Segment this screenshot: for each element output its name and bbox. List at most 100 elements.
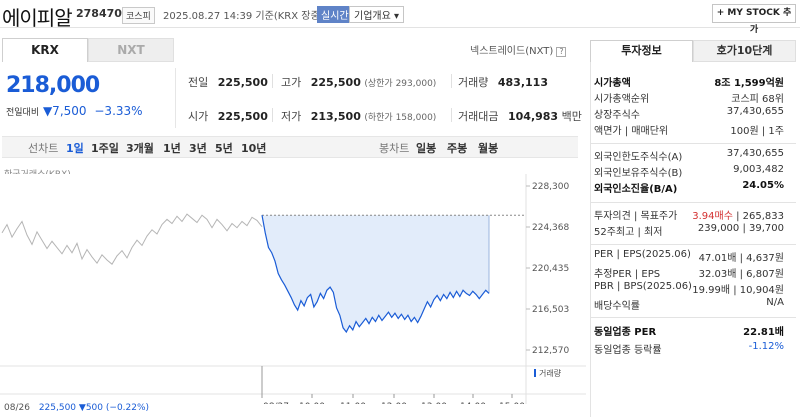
info-tabs: 투자정보 호가10단계 bbox=[590, 40, 796, 62]
amount-unit: 백만 bbox=[561, 110, 582, 123]
tab-invest-info[interactable]: 투자정보 bbox=[590, 40, 693, 62]
info-label: 외국인소진율(B/A) bbox=[594, 184, 678, 195]
y-tick-label: 220,435 bbox=[532, 264, 569, 274]
info-value: 코스피 68위 bbox=[731, 90, 784, 105]
period-5y[interactable]: 5년 bbox=[215, 142, 233, 155]
tab-orderbook[interactable]: 호가10단계 bbox=[693, 40, 796, 62]
divider bbox=[451, 74, 452, 88]
change-percent: −3.33% bbox=[94, 104, 143, 118]
candle-daily[interactable]: 일봉 bbox=[416, 142, 437, 155]
trade-amount: 거래대금 104,983 백만 bbox=[458, 108, 582, 124]
value-text: 32.03배 | 6,807원 bbox=[698, 269, 784, 280]
info-label: 시가총액순위 bbox=[594, 94, 650, 105]
candle-chart-tab[interactable]: 봉차트 bbox=[379, 142, 410, 155]
info-label: 동일업종 PER bbox=[594, 327, 657, 338]
price-chart[interactable]: 228,300 224,368 220,435 216,503 212,570 거래량 08… bbox=[0, 174, 586, 404]
realtime-button[interactable]: 실시간 bbox=[317, 6, 353, 23]
volume-value: 483,113 bbox=[497, 76, 548, 89]
value-text: 8조 1,599억원 bbox=[714, 78, 784, 89]
period-10y[interactable]: 10년 bbox=[241, 142, 267, 155]
prev-close-label: 전일 bbox=[188, 76, 209, 89]
value-text: 100원 | 1주 bbox=[730, 126, 784, 137]
stock-code: 278470 bbox=[76, 7, 122, 20]
market-tabs: KRX NXT bbox=[2, 38, 174, 62]
info-value: 9,003,482 bbox=[733, 164, 784, 175]
high-value: 225,500 bbox=[310, 76, 361, 89]
y-tick-label: 216,503 bbox=[532, 305, 569, 315]
change-value: ▼7,500 bbox=[42, 104, 87, 118]
price-change: 전일대비 ▼7,500 −3.33% bbox=[6, 104, 143, 118]
info-row: 외국인소진율(B/A) 24.05% bbox=[594, 180, 784, 195]
line-chart-tab[interactable]: 선차트 bbox=[28, 142, 59, 155]
divider bbox=[590, 317, 796, 318]
x-tick-label: 10:00 bbox=[299, 402, 325, 404]
period-1w[interactable]: 1주일 bbox=[91, 142, 119, 155]
add-mystock-button[interactable]: + MY STOCK 추가 bbox=[712, 4, 796, 35]
info-label: 액면가 | 매매단위 bbox=[594, 126, 669, 137]
info-label: 상장주식수 bbox=[594, 110, 640, 121]
info-row: 배당수익률 N/A bbox=[594, 297, 784, 312]
low-value: 213,500 bbox=[310, 110, 361, 123]
current-price: 218,000 bbox=[6, 73, 100, 98]
help-icon[interactable]: ? bbox=[556, 47, 567, 57]
info-label: PBR | BPS(2025.06) bbox=[594, 281, 692, 292]
period-1d[interactable]: 1일 bbox=[66, 142, 84, 155]
info-row: 액면가 | 매매단위 100원 | 1주 bbox=[594, 122, 784, 137]
info-value: 239,000 | 39,700 bbox=[698, 223, 784, 234]
value-text: 9,003,482 bbox=[733, 164, 784, 175]
info-label: 투자의견 | 목표주가 bbox=[594, 211, 678, 222]
divider bbox=[590, 202, 796, 203]
divider bbox=[590, 143, 796, 144]
period-1y[interactable]: 1년 bbox=[163, 142, 181, 155]
info-label: PER | EPS(2025.06) bbox=[594, 249, 691, 260]
lower-limit: (하한가 158,000) bbox=[364, 113, 437, 123]
info-row: 외국인보유주식수(B) 9,003,482 bbox=[594, 164, 784, 179]
volume-label: 거래량 bbox=[458, 76, 489, 89]
info-value: 3.94매수 | 265,833 bbox=[692, 207, 784, 222]
divider bbox=[272, 74, 273, 88]
high-label: 고가 bbox=[281, 76, 302, 89]
company-info-dropdown[interactable]: 기업개요 ▾ bbox=[349, 6, 404, 23]
period-3m[interactable]: 3개월 bbox=[126, 142, 154, 155]
info-value: 8조 1,599억원 bbox=[714, 74, 784, 89]
tab-nxt[interactable]: NXT bbox=[88, 38, 174, 62]
value-text: 37,430,655 bbox=[726, 106, 784, 117]
info-value: 32.03배 | 6,807원 bbox=[699, 265, 784, 280]
value-text: 코스피 68위 bbox=[731, 94, 784, 105]
prev-close-value: 225,500 bbox=[217, 76, 268, 89]
market-badge: 코스피 bbox=[122, 7, 155, 24]
info-row: 추정PER | EPS 32.03배 | 6,807원 bbox=[594, 265, 784, 280]
y-tick-label: 212,570 bbox=[532, 346, 569, 356]
value-text: 22.81배 bbox=[743, 327, 784, 338]
value-text: N/A bbox=[766, 297, 784, 308]
info-value: 37,430,655 bbox=[727, 148, 784, 159]
y-tick-label: 224,368 bbox=[532, 223, 569, 233]
amount-label: 거래대금 bbox=[458, 110, 499, 123]
info-value: N/A bbox=[766, 297, 784, 308]
footer-price: 225,500 bbox=[38, 403, 77, 413]
stock-header: 에이피알 278470 코스피 2025.08.27 14:39 기준(KRX … bbox=[0, 0, 800, 35]
info-label: 52주최고 | 최저 bbox=[594, 227, 663, 238]
info-value: 19.99배 | 10,904원 bbox=[692, 281, 784, 296]
info-row: 동일업종 등락률 -1.12% bbox=[594, 341, 784, 356]
amount-value: 104,983 bbox=[507, 110, 559, 123]
period-3y[interactable]: 3년 bbox=[189, 142, 207, 155]
info-row: 상장주식수 37,430,655 bbox=[594, 106, 784, 121]
nxt-link[interactable]: 넥스트레이드(NXT) ? bbox=[470, 42, 567, 57]
info-value: 37,430,655 bbox=[727, 106, 784, 117]
x-tick-label: 12:00 bbox=[381, 402, 407, 404]
low-label: 저가 bbox=[281, 110, 302, 123]
value-text: 239,000 | 39,700 bbox=[697, 223, 784, 234]
today-price-line bbox=[261, 215, 490, 334]
value-text: 37,430,655 bbox=[726, 148, 784, 159]
info-value: -1.12% bbox=[749, 341, 784, 352]
divider bbox=[590, 244, 796, 245]
open-label: 시가 bbox=[188, 110, 209, 123]
info-row: 시가총액 8조 1,599억원 bbox=[594, 74, 784, 89]
candle-weekly[interactable]: 주봉 bbox=[447, 142, 468, 155]
volume: 거래량 483,113 bbox=[458, 74, 548, 90]
value-text: 47.01배 | 4,637원 bbox=[698, 253, 784, 264]
candle-monthly[interactable]: 월봉 bbox=[478, 142, 499, 155]
info-value: 47.01배 | 4,637원 bbox=[699, 249, 784, 264]
tab-krx[interactable]: KRX bbox=[2, 38, 88, 62]
